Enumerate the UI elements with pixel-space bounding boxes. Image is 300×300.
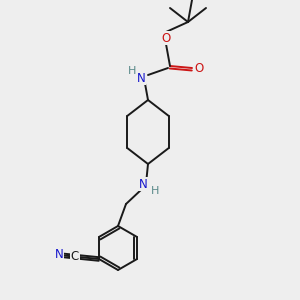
Text: C: C bbox=[71, 250, 79, 263]
Text: N: N bbox=[139, 178, 147, 190]
Text: H: H bbox=[128, 66, 136, 76]
Text: N: N bbox=[55, 248, 63, 262]
Text: H: H bbox=[151, 186, 159, 196]
Text: O: O bbox=[161, 32, 171, 44]
Text: O: O bbox=[194, 61, 204, 74]
Text: N: N bbox=[136, 71, 146, 85]
